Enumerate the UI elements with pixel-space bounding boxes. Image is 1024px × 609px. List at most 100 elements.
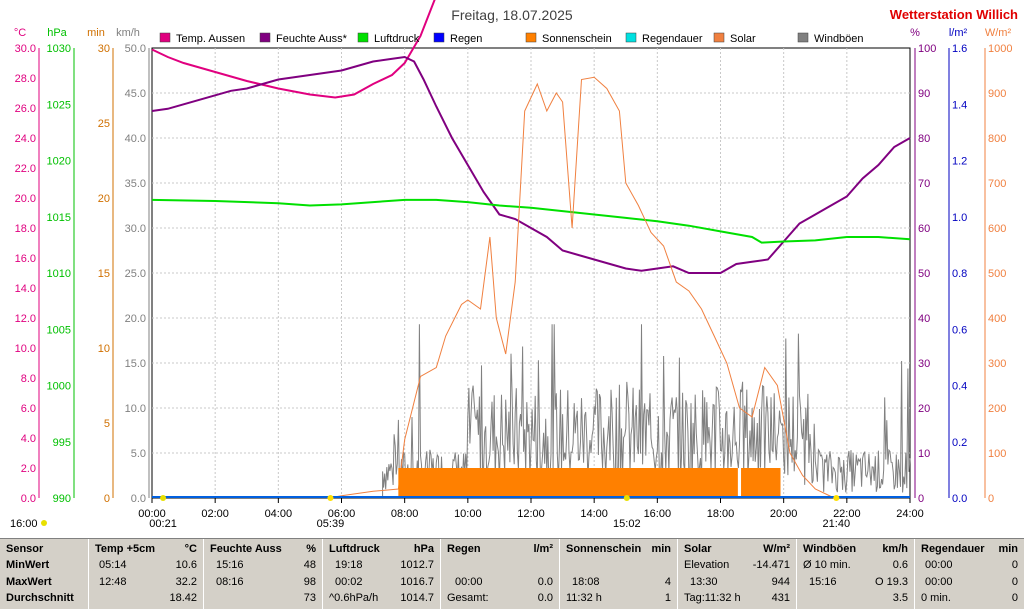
- rain-axis-tick-label: 1.6: [952, 43, 967, 55]
- legend-label: Windböen: [814, 33, 864, 45]
- moon-left-icon: [41, 520, 47, 526]
- summary-temp-column: Temp +5cm °C 05:14 10.6 12:48 32.2 18.42: [89, 539, 204, 609]
- summary-pressure-column: Luftdruck hPa 19:18 1012.7 00:02 1016.7 ^0.…: [323, 539, 441, 609]
- temp-axis-tick-label: 24.0: [15, 133, 36, 145]
- pressure-axis-tick-label: 1005: [47, 324, 71, 336]
- temp-axis-tick-label: 12.0: [15, 313, 36, 325]
- summary-sunshine-column: Sonnenschein min 18:08 4 11:32 h 1: [560, 539, 678, 609]
- x-tick-label: 02:00: [201, 508, 229, 520]
- pressure-axis-unit: hPa: [47, 27, 67, 39]
- legend-label: Solar: [730, 33, 756, 45]
- rainduration-min-value: 0: [1011, 559, 1018, 571]
- summary-table: Sensor MinWert MaxWert Durchschnitt Temp…: [0, 538, 1024, 609]
- humidity-avg-value: 73: [303, 592, 316, 604]
- sunshine_min-axis-tick-label: 5: [104, 418, 110, 430]
- rain-total-value: 0.0: [537, 592, 553, 604]
- wind-axis-tick-label: 40.0: [125, 133, 146, 145]
- solar-header: Solar: [684, 543, 712, 555]
- wind-axis-tick-label: 10.0: [125, 403, 146, 415]
- temp-axis-tick-label: 16.0: [15, 253, 36, 265]
- solar-elevation-value: -14.471: [752, 559, 790, 571]
- temp-axis-tick-label: 2.0: [21, 463, 36, 475]
- humidity-axis-tick-label: 50: [918, 268, 930, 280]
- maxwert-label: MaxWert: [6, 576, 52, 588]
- durchschnitt-label: Durchschnitt: [6, 592, 74, 604]
- rainduration-total-label: 0 min.: [921, 592, 951, 604]
- temp-axis-tick-label: 30.0: [15, 43, 36, 55]
- pressure-axis-tick-label: 990: [53, 493, 71, 505]
- moonrise-marker: [160, 495, 167, 501]
- summary-rainduration-column: Regendauer min 00:00 0 00:00 0 0 min. 0: [915, 539, 1024, 609]
- wind-avg-value: 3.5: [892, 592, 908, 604]
- sunshine_min-axis-tick-label: 25: [98, 118, 110, 130]
- legend-label: Luftdruck: [374, 33, 420, 45]
- sunset-time: 21:40: [823, 518, 851, 530]
- wind-header: Windböen: [803, 543, 857, 555]
- wind-axis-tick-label: 5.0: [131, 448, 146, 460]
- humidity-max-value: 98: [303, 576, 316, 588]
- x-tick-label: 22:00: [833, 508, 861, 520]
- wind-axis-tick-label: 20.0: [125, 313, 146, 325]
- pressure-max-value: 1016.7: [400, 576, 434, 588]
- pressure-trend: ^0.6hPa/h: [329, 592, 379, 604]
- rain-axis-tick-label: 0.2: [952, 437, 967, 449]
- chart-title: Freitag, 18.07.2025: [451, 7, 573, 23]
- humidity-axis-tick-label: 0: [918, 493, 924, 505]
- legend-label: Sonnenschein: [542, 33, 612, 45]
- series-feuchte-auss: [151, 55, 911, 274]
- humidity-max-time: 08:16: [216, 576, 244, 588]
- legend-swatch: [357, 32, 369, 43]
- wind-axis-tick-label: 35.0: [125, 178, 146, 190]
- x-tick-label: 04:00: [265, 508, 293, 520]
- solar-max-time: 13:30: [690, 576, 718, 588]
- humidity-axis-tick-label: 90: [918, 88, 930, 100]
- solar-axis-tick-label: 400: [988, 313, 1006, 325]
- sunshine-avg-value: 1: [664, 592, 671, 604]
- rain-axis-tick-label: 0.4: [952, 381, 967, 393]
- humidity-axis-tick-label: 40: [918, 313, 930, 325]
- rain-max-time: 00:00: [455, 576, 483, 588]
- rain-axis-tick-label: 1.4: [952, 99, 967, 111]
- humidity-axis-tick-label: 100: [918, 43, 936, 55]
- summary-rain-column: Regen l/m² 00:00 0.0 Gesamt: 0.0: [441, 539, 560, 609]
- humidity-axis-tick-label: 10: [918, 448, 930, 460]
- temp-avg-value: 18.42: [169, 592, 197, 604]
- temp-axis-tick-label: 20.0: [15, 193, 36, 205]
- series-temp-aussen: [151, 0, 436, 99]
- x-tick-label: 24:00: [896, 508, 924, 520]
- wind-max-value: O 19.3: [874, 576, 908, 588]
- legend-swatch: [433, 32, 445, 43]
- solar-avg-value: 431: [771, 592, 790, 604]
- solar-unit: W/m²: [763, 543, 790, 555]
- humidity-min-time: 15:16: [216, 559, 244, 571]
- x-tick-label: 10:00: [454, 508, 482, 520]
- humidity-axis-tick-label: 60: [918, 223, 930, 235]
- x-tick-label: 06:00: [328, 508, 356, 520]
- legend-swatch: [713, 32, 725, 43]
- moonset-time: 15:02: [613, 518, 641, 530]
- series-windboeen: [382, 324, 911, 498]
- pressure-max-time: 00:02: [335, 576, 363, 588]
- sunshine-header: Sonnenschein: [566, 543, 642, 555]
- solar-max-value: 944: [771, 576, 790, 588]
- legend-label: Regendauer: [642, 33, 703, 45]
- temp-axis-tick-label: 28.0: [15, 73, 36, 85]
- legend-swatch: [525, 32, 537, 43]
- wind-axis-unit: km/h: [116, 27, 140, 39]
- x-tick-label: 08:00: [391, 508, 419, 520]
- summary-sensor-column: Sensor MinWert MaxWert Durchschnitt: [0, 539, 89, 609]
- temp-axis-tick-label: 22.0: [15, 163, 36, 175]
- station-name: Wetterstation Willich: [890, 7, 1018, 22]
- x-tick-label: 12:00: [517, 508, 545, 520]
- pressure-axis-tick-label: 1000: [47, 381, 71, 393]
- temp-axis-tick-label: 18.0: [15, 223, 36, 235]
- rain-axis-tick-label: 1.0: [952, 212, 967, 224]
- humidity-axis-tick-label: 80: [918, 133, 930, 145]
- rainduration-max-time: 00:00: [925, 576, 953, 588]
- pressure-header: Luftdruck: [329, 543, 380, 555]
- wind-axis-tick-label: 50.0: [125, 43, 146, 55]
- series-solar: [328, 76, 835, 499]
- legend-swatch: [625, 32, 637, 43]
- temp-axis-tick-label: 4.0: [21, 433, 36, 445]
- temp-axis-tick-label: 0.0: [21, 493, 36, 505]
